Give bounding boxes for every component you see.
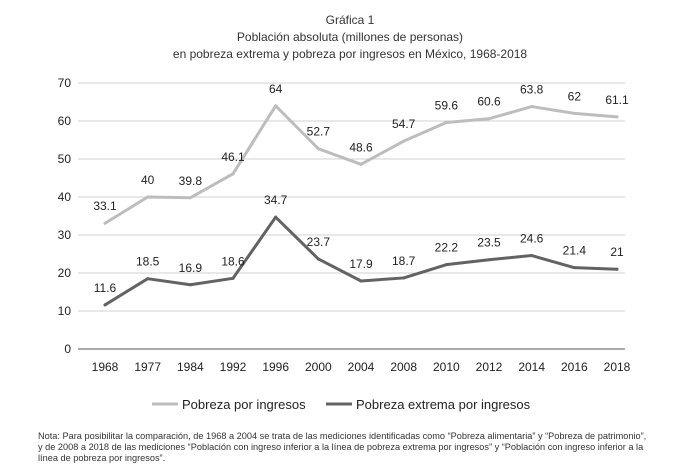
- data-point: [146, 195, 150, 199]
- data-label: 24.6: [520, 232, 544, 246]
- legend-label-1: Pobreza por ingresos: [182, 397, 306, 412]
- data-label: 62: [568, 89, 582, 103]
- data-label: 18.5: [136, 255, 160, 269]
- data-point: [487, 117, 491, 121]
- data-label: 64: [269, 82, 283, 96]
- data-label: 54.7: [392, 117, 416, 131]
- y-axis: 0 10 20 30 40 50 60 70: [58, 76, 72, 356]
- data-point: [316, 257, 320, 261]
- data-labels: 33.1 40 39.8 46.1 64 52.7 48.6 54.7 59.6 60.6 63.8…: [93, 82, 629, 295]
- x-axis: 1968 1977 1984 1992 1996 2000 2004 2008 2010 2012…: [92, 360, 631, 374]
- data-label: 34.7: [264, 193, 288, 207]
- data-point: [572, 111, 576, 115]
- footnote: Nota: Para posibilitar la comparación, d…: [38, 431, 678, 465]
- chart-title-line-3: en pobreza extrema y pobreza por ingreso…: [173, 47, 528, 61]
- x-tick-label: 2004: [348, 360, 375, 374]
- chart-title-line-1: Gráfica 1: [326, 13, 375, 27]
- data-label: 17.9: [349, 257, 373, 271]
- x-tick-label: 2016: [561, 360, 588, 374]
- data-point: [530, 254, 534, 258]
- series-lines: [103, 104, 619, 307]
- data-label: 46.1: [221, 150, 245, 164]
- data-label: 63.8: [520, 83, 544, 97]
- data-label: 18.7: [392, 254, 416, 268]
- data-point: [615, 115, 619, 119]
- footnote-line-2: y de 2008 a 2018 de las mediciones “Pobl…: [38, 442, 644, 453]
- data-point: [231, 172, 235, 176]
- data-label: 21.4: [563, 244, 587, 258]
- footnote-line-3: línea de pobreza por ingresos”.: [38, 453, 166, 464]
- x-tick-label: 2010: [433, 360, 460, 374]
- x-tick-label: 1968: [92, 360, 119, 374]
- data-label: 40: [141, 173, 155, 187]
- y-tick-label: 40: [58, 190, 72, 204]
- data-point: [274, 104, 278, 108]
- gridlines: [78, 82, 625, 350]
- data-label: 18.6: [221, 254, 245, 268]
- y-tick-label: 20: [58, 266, 72, 280]
- y-tick-label: 70: [58, 76, 72, 90]
- data-point: [359, 162, 363, 166]
- data-label: 61.1: [605, 93, 629, 107]
- data-label: 11.6: [94, 281, 117, 295]
- legend: Pobreza por ingresos Pobreza extrema por …: [152, 397, 531, 412]
- data-point: [103, 221, 107, 225]
- x-tick-label: 2018: [604, 360, 631, 374]
- x-tick-label: 1977: [134, 360, 161, 374]
- data-label: 52.7: [307, 125, 331, 139]
- x-tick-label: 2008: [390, 360, 417, 374]
- data-point: [615, 267, 619, 271]
- x-tick-label: 1996: [262, 360, 289, 374]
- data-label: 16.9: [179, 261, 203, 275]
- data-point: [402, 276, 406, 280]
- data-point: [487, 258, 491, 262]
- data-point: [402, 139, 406, 143]
- footnote-line-1: Nota: Para posibilitar la comparación, d…: [38, 431, 647, 441]
- chart-title-line-2: Población absoluta (millones de personas…: [237, 30, 463, 44]
- data-point: [530, 105, 534, 109]
- y-tick-label: 50: [58, 152, 72, 166]
- data-point: [274, 215, 278, 219]
- data-label: 39.8: [179, 174, 203, 188]
- x-tick-label: 2012: [476, 360, 503, 374]
- y-tick-label: 10: [58, 304, 72, 318]
- data-label: 60.6: [477, 95, 501, 109]
- data-label: 22.2: [435, 241, 459, 255]
- data-point: [444, 263, 448, 267]
- x-tick-label: 2000: [305, 360, 332, 374]
- data-point: [444, 121, 448, 125]
- data-point: [231, 276, 235, 280]
- data-point: [188, 196, 192, 200]
- data-label: 21: [610, 245, 624, 259]
- data-label: 33.1: [93, 199, 117, 213]
- data-point: [146, 277, 150, 281]
- data-label: 48.6: [349, 140, 373, 154]
- x-tick-label: 1984: [177, 360, 204, 374]
- legend-label-2: Pobreza extrema por ingresos: [356, 397, 531, 412]
- y-tick-label: 60: [58, 114, 72, 128]
- y-tick-label: 30: [58, 228, 72, 242]
- data-point: [188, 283, 192, 287]
- data-point: [103, 303, 107, 307]
- data-point: [359, 279, 363, 283]
- y-tick-label: 0: [64, 342, 71, 356]
- chart: Gráfica 1 Población absoluta (millones d…: [58, 13, 631, 412]
- data-point: [316, 147, 320, 151]
- data-label: 23.7: [307, 235, 331, 249]
- x-tick-label: 2014: [518, 360, 545, 374]
- x-tick-label: 1992: [220, 360, 247, 374]
- data-label: 23.5: [477, 236, 501, 250]
- data-label: 59.6: [435, 99, 459, 113]
- data-point: [572, 266, 576, 270]
